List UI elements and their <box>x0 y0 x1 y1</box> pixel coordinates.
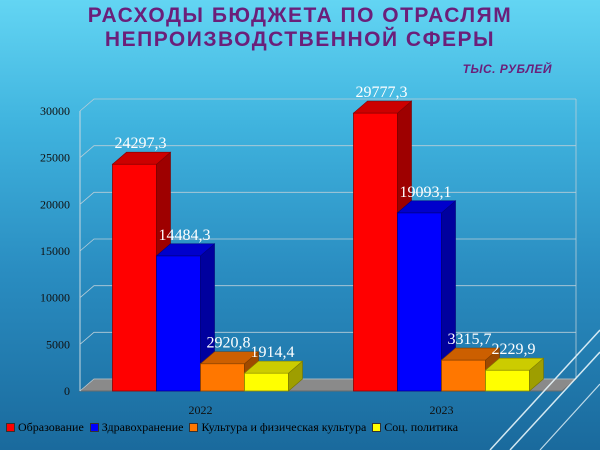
bar <box>441 359 486 392</box>
legend-swatch <box>89 423 99 432</box>
chart-title: РАСХОДЫ БЮДЖЕТА ПО ОТРАСЛЯМ НЕПРОИЗВОДСТ… <box>0 4 600 52</box>
y-tick-label: 25000 <box>40 151 70 165</box>
bar <box>200 363 245 392</box>
x-tick-label: 2023 <box>430 403 454 417</box>
data-label: 14484,3 <box>159 227 211 244</box>
bar-top <box>199 351 260 365</box>
y-tick-label: 20000 <box>40 197 70 211</box>
bar <box>397 212 442 392</box>
data-label: 19093,1 <box>400 184 452 201</box>
bar <box>112 163 157 392</box>
legend-swatch <box>6 423 15 432</box>
title-line-2: НЕПРОИЗВОДСТВЕННОЙ СФЕРЫ <box>104 28 496 51</box>
y-tick-label: 10000 <box>40 291 70 305</box>
legend: Образование Здравохранение Культура и физи… <box>6 420 600 435</box>
legend-item: Образование <box>6 420 84 435</box>
gridline <box>79 191 576 205</box>
y-tick-label: 15000 <box>40 244 70 258</box>
bar-top <box>111 151 172 165</box>
bar-top <box>243 360 304 374</box>
bar <box>244 372 289 392</box>
data-label: 2229,9 <box>492 341 536 358</box>
title-line-1: РАСХОДЫ БЮДЖЕТА ПО ОТРАСЛЯМ <box>87 4 513 27</box>
legend-label: Культура и физическая культура <box>201 420 367 434</box>
bar-top <box>396 200 457 214</box>
data-label: 1914,4 <box>251 344 295 361</box>
data-label: 29777,3 <box>356 84 408 101</box>
y-tick-label: 30000 <box>40 104 70 118</box>
legend-item: Культура и физическая культура <box>189 420 366 435</box>
data-label: 24297,3 <box>115 135 167 152</box>
bar-top <box>352 100 413 114</box>
data-label: 2920,8 <box>207 335 251 352</box>
legend-item: Здравохранение <box>89 420 184 435</box>
legend-swatch <box>189 423 199 432</box>
data-label: 3315,7 <box>448 331 492 348</box>
gridline <box>79 98 576 112</box>
legend-label: Соц. политика <box>384 420 459 434</box>
y-tick-label: 0 <box>64 384 70 398</box>
bar <box>156 255 201 392</box>
units-label: ТЫС. РУБЛЕЙ <box>462 62 552 76</box>
gridline <box>79 145 576 158</box>
bar <box>485 369 530 392</box>
bar-top <box>155 243 216 257</box>
legend-item: Соц. политика <box>372 420 458 435</box>
x-tick-label: 2022 <box>189 403 213 417</box>
y-tick-label: 5000 <box>46 337 70 351</box>
legend-swatch <box>372 423 382 432</box>
legend-label: Здравохранение <box>101 420 184 434</box>
bar <box>353 112 398 392</box>
legend-label: Образование <box>18 420 84 434</box>
